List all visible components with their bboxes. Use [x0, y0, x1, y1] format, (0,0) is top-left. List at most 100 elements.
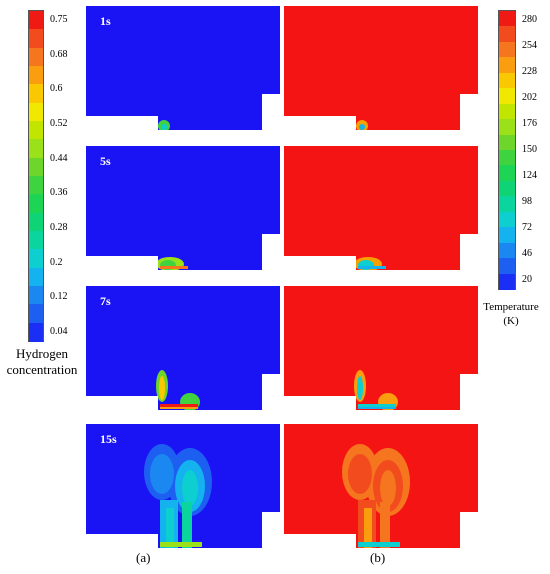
colorbar-swatch [499, 88, 515, 105]
plume-contour [159, 376, 165, 400]
colorbar-swatch [29, 66, 43, 85]
colorbar-swatch [29, 267, 43, 287]
contour-field [284, 146, 478, 270]
colorbar-swatch [29, 11, 43, 30]
colorbar-tick-label: 176 [522, 118, 537, 129]
colorbar-swatch [499, 196, 515, 213]
hydrogen-contour-7s: 7s [86, 286, 280, 410]
colorbar-swatch [499, 242, 515, 259]
hydrogen-colorbar-swatches [28, 10, 44, 342]
colorbar-swatch [499, 273, 515, 290]
plume-contour [160, 266, 188, 269]
colorbar-swatch [499, 72, 515, 89]
plume-contour [364, 508, 372, 548]
colorbar-tick-label: 254 [522, 40, 537, 51]
colorbar-tick-label: 0.68 [50, 48, 68, 60]
colorbar-swatch [499, 227, 515, 244]
temperature-contour-15s [284, 424, 478, 548]
contour-field [86, 286, 280, 410]
subfigure-label-b: (b) [370, 550, 385, 566]
plume-contour [358, 542, 400, 547]
hydrogen-contour-5s: 5s [86, 146, 280, 270]
colorbar-swatch [29, 47, 43, 67]
colorbar-tick-label: 20 [522, 274, 532, 285]
plume-contour [166, 508, 174, 548]
colorbar-swatch [29, 84, 43, 104]
colorbar-swatch [499, 258, 515, 275]
colorbar-tick-label: 0.36 [50, 187, 68, 199]
plume-contour [160, 542, 202, 547]
colorbar-swatch [29, 139, 43, 159]
temperature-contour-7s [284, 286, 478, 410]
plume-contour [348, 454, 372, 494]
plume-contour [182, 470, 198, 506]
temperature-colorbar-ticks: 280 254 228 202 176 150 124 98 72 46 20 [522, 10, 550, 290]
domain-background [284, 146, 478, 270]
colorbar-tick-label: 150 [522, 144, 537, 155]
temperature-contour-5s [284, 146, 478, 270]
temperature-colorbar [498, 10, 516, 290]
contour-field [86, 146, 280, 270]
plume-contour [182, 502, 192, 548]
plume-contour [358, 266, 386, 269]
colorbar-swatch [499, 150, 515, 167]
plume-contour [358, 404, 396, 408]
colorbar-swatch [499, 119, 515, 136]
domain-background [284, 6, 478, 130]
hydrogen-contour-1s: 1s [86, 6, 280, 130]
colorbar-swatch [499, 134, 515, 151]
hydrogen-title-line1: Hydrogen [16, 346, 68, 361]
colorbar-tick-label: 0.6 [50, 83, 63, 95]
colorbar-swatch [29, 322, 43, 342]
temperature-colorbar-title: Temperature (K) [472, 300, 550, 328]
plume-contour [357, 376, 363, 400]
domain-background [284, 286, 478, 410]
colorbar-swatch [29, 304, 43, 324]
time-label-1s: 1s [100, 14, 111, 28]
temperature-colorbar-swatches [498, 10, 516, 290]
colorbar-swatch [499, 57, 515, 74]
colorbar-swatch [499, 41, 515, 58]
contour-field [284, 424, 478, 548]
temperature-title-line1: Temperature [483, 301, 539, 313]
colorbar-swatch [29, 121, 43, 140]
subfigure-label-a: (a) [136, 550, 150, 566]
temperature-title-line2: (K) [503, 315, 519, 327]
plume-contour [160, 407, 198, 409]
colorbar-tick-label: 98 [522, 196, 532, 207]
plume-contour [358, 407, 396, 409]
colorbar-tick-label: 72 [522, 222, 532, 233]
colorbar-tick-label: 0.04 [50, 326, 68, 337]
colorbar-tick-label: 46 [522, 248, 532, 259]
hydrogen-colorbar [28, 10, 44, 342]
colorbar-swatch [29, 157, 43, 177]
colorbar-tick-label: 280 [522, 14, 537, 25]
subfigure-label-b-text: (b) [370, 550, 386, 565]
colorbar-tick-label: 0.44 [50, 152, 68, 164]
hydrogen-title-line2: concentration [6, 362, 78, 377]
colorbar-swatch [499, 26, 515, 43]
colorbar-swatch [29, 212, 43, 232]
colorbar-swatch [29, 249, 43, 269]
colorbar-swatch [499, 11, 515, 28]
colorbar-swatch [29, 194, 43, 214]
contour-field [284, 6, 478, 130]
colorbar-swatch [499, 103, 515, 120]
colorbar-swatch [29, 29, 43, 49]
colorbar-swatch [29, 176, 43, 195]
hydrogen-colorbar-ticks: 0.75 0.68 0.6 0.52 0.44 0.36 0.28 0.2 0.12 0.04 [50, 10, 80, 342]
plume-contour [161, 124, 167, 130]
plume-contour [359, 124, 365, 130]
hydrogen-contour-15s: 15s [86, 424, 280, 548]
time-label-5s: 5s [100, 154, 111, 168]
temperature-contour-1s [284, 6, 478, 130]
time-label-7s: 7s [100, 294, 111, 308]
colorbar-tick-label: 228 [522, 66, 537, 77]
colorbar-swatch [29, 286, 43, 305]
plume-contour [160, 404, 198, 408]
colorbar-swatch [499, 180, 515, 197]
colorbar-tick-label: 202 [522, 92, 537, 103]
subfigure-label-a-text: (a) [136, 550, 151, 565]
plume-contour [150, 454, 174, 494]
domain-background [86, 146, 280, 270]
